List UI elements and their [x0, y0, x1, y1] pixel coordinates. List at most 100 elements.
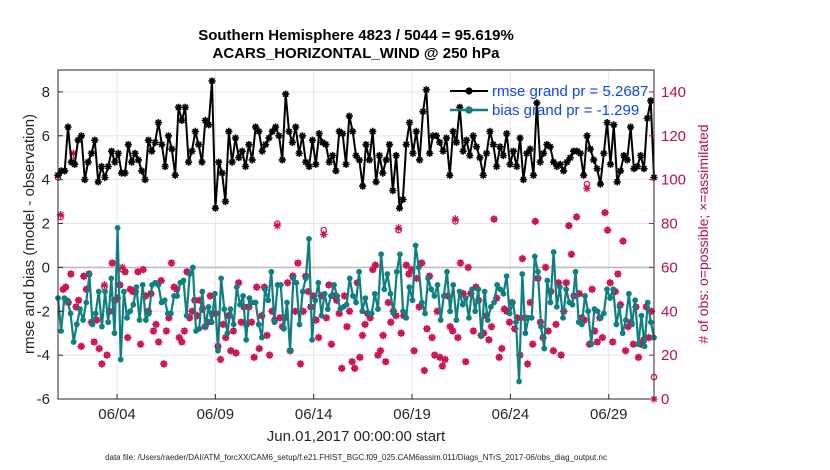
obs_assimilated-point-165: [479, 329, 488, 337]
x-tick-label-4: 06/24: [492, 406, 530, 423]
rmse-point-71: [292, 123, 300, 131]
obs_assimilated-point-99: [309, 292, 318, 300]
bias-point-180: [619, 330, 626, 337]
grid: [58, 70, 654, 400]
bias-point-115: [415, 264, 422, 271]
rmse-point-66: [275, 132, 283, 140]
obs_assimilated-point-111: [340, 292, 349, 300]
bias-point-134: [475, 286, 482, 293]
bias-point-132: [469, 286, 475, 293]
bias-point-47: [202, 323, 209, 330]
x-tick-label-2: 06/14: [295, 406, 333, 423]
rmse-point-32: [161, 162, 169, 171]
obs_assimilated-point-79: [258, 311, 266, 320]
bias-point-15: [102, 288, 108, 295]
y-tick-label-1: -4: [37, 347, 50, 364]
bias-point-111: [403, 314, 410, 321]
rmse-point-94: [369, 127, 377, 135]
obs_assimilated-point-33: [139, 265, 147, 274]
bias-point-146: [513, 319, 519, 326]
obs_assimilated-point-49: [180, 327, 189, 335]
obs_assimilated-point-6: [69, 149, 78, 158]
bias-point-169: [585, 308, 592, 315]
rmse-point-122: [462, 136, 471, 144]
bias-point-136: [481, 288, 488, 295]
bias-point-60: [243, 336, 250, 343]
obs_assimilated-point-157: [459, 289, 467, 298]
obs_assimilated-point-175: [505, 318, 514, 326]
rmse-point-164: [603, 119, 611, 127]
obs_assimilated-point-54: [193, 311, 202, 320]
obs_assimilated-point-197: [562, 279, 571, 287]
obs_assimilated-point-124: [374, 351, 382, 359]
bias-point-82: [312, 297, 319, 304]
obs_assimilated-point-67: [227, 346, 235, 355]
bias-point-103: [378, 251, 384, 258]
rmse-point-110: [422, 86, 430, 94]
legend-rmse-marker: [465, 87, 473, 95]
rmse-point-144: [536, 158, 544, 166]
rmse-point-43: [198, 158, 206, 166]
obs_assimilated-point-31: [134, 268, 142, 276]
obs_assimilated-point-52: [188, 307, 196, 316]
obs_assimilated-point-86: [276, 314, 284, 322]
obs_assimilated-point-167: [485, 336, 493, 344]
bias-point-95: [353, 299, 359, 306]
bias-point-74: [287, 347, 294, 354]
rmse-point-103: [399, 195, 407, 203]
bias-point-164: [569, 301, 576, 308]
bias-point-125: [447, 308, 454, 315]
bias-point-87: [328, 293, 334, 299]
bias-point-96: [356, 268, 363, 275]
rmse-point-40: [188, 147, 196, 155]
bias-point-6: [73, 321, 80, 328]
rmse-point-142: [529, 171, 538, 179]
bias-point-133: [472, 308, 479, 315]
bias-point-84: [318, 312, 325, 319]
obs_assimilated-point-132: [394, 224, 403, 232]
bias-point-159: [553, 303, 560, 310]
obs_assimilated-point-25: [118, 263, 127, 272]
bias-point-181: [622, 317, 629, 323]
obs_assimilated-point-107: [330, 292, 338, 300]
rmse-point-113: [432, 132, 440, 140]
rmse-point-24: [134, 156, 142, 164]
rmse-point-130: [489, 141, 497, 149]
rmse-point-152: [563, 158, 571, 166]
rmse-point-76: [308, 136, 317, 144]
rmse-point-141: [526, 145, 534, 153]
bias-point-175: [604, 286, 610, 293]
obs_assimilated-point-109: [335, 309, 343, 318]
rmse-point-158: [583, 132, 591, 140]
bias-point-172: [594, 308, 601, 315]
obs_assimilated-point-82: [265, 351, 274, 359]
rmse-point-5: [71, 160, 79, 168]
rmse-point-57: [245, 141, 253, 149]
obs_assimilated-point-70: [234, 279, 243, 287]
rmse-point-171: [627, 123, 635, 131]
obs_assimilated-point-46: [172, 285, 181, 294]
bias-point-113: [409, 297, 416, 304]
rmse-point-140: [523, 149, 531, 157]
bias-point-141: [497, 286, 504, 293]
rmse-point-2: [61, 167, 69, 175]
obs_assimilated-point-195: [557, 351, 565, 359]
obs_assimilated-point-168: [487, 322, 496, 331]
obs_assimilated-point-19: [103, 351, 111, 359]
rmse-point-173: [633, 162, 641, 171]
rmse-point-87: [345, 112, 353, 120]
rmse-point-155: [573, 147, 581, 155]
bias-point-83: [315, 279, 322, 286]
bias-point-19: [114, 225, 121, 231]
bias-point-123: [440, 293, 447, 299]
obs_assimilated-point-178: [513, 314, 522, 322]
rmse-point-75: [305, 162, 313, 171]
bias-point-112: [406, 284, 413, 291]
obs_assimilated-point-27: [123, 333, 132, 342]
obs_assimilated-point-11: [82, 285, 91, 294]
rmse-point-134: [503, 130, 511, 138]
rmse-point-121: [459, 147, 467, 155]
obs_assimilated-point-51: [185, 314, 194, 322]
obs_assimilated-point-152: [446, 322, 454, 331]
rmse-point-93: [365, 156, 373, 164]
